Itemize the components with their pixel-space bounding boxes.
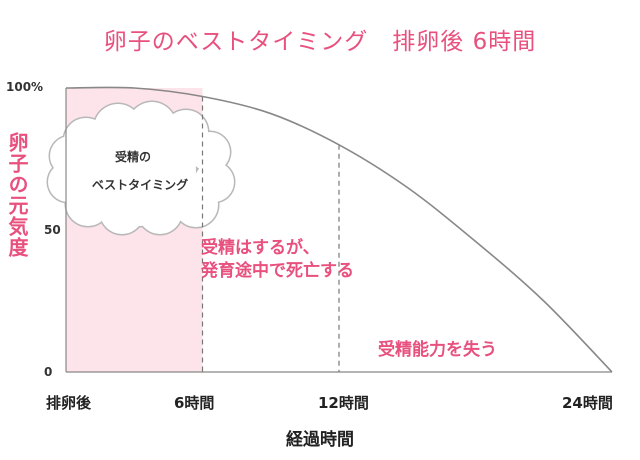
annotation-dies-during-development-line1: 受精はするが、 bbox=[201, 238, 320, 258]
series-line bbox=[65, 86, 613, 373]
y-tick-50: 50 bbox=[44, 223, 61, 237]
cloud-text-line2: ベストタイミング bbox=[91, 178, 189, 192]
chart-title: 卵子のベストタイミング 排卵後 6時間 bbox=[103, 29, 537, 55]
x-tick-ovulation: 排卵後 bbox=[46, 394, 92, 412]
y-axis-label: 卵子の元気度 bbox=[5, 132, 29, 258]
x-axis-label: 経過時間 bbox=[286, 430, 354, 450]
cloud-shape bbox=[46, 100, 236, 236]
cloud-text-line1: 受精の bbox=[114, 150, 151, 164]
x-tick-6h: 6時間 bbox=[174, 394, 215, 412]
y-tick-0: 0 bbox=[44, 365, 53, 379]
x-tick-12h: 12時間 bbox=[318, 394, 369, 412]
x-tick-24h: 24時間 bbox=[562, 394, 613, 412]
annotation-dies-during-development-line2: 発育途中で死亡する bbox=[201, 261, 354, 281]
annotation-loses-fertility: 受精能力を失う bbox=[378, 340, 497, 360]
y-tick-100: 100% bbox=[6, 80, 44, 94]
